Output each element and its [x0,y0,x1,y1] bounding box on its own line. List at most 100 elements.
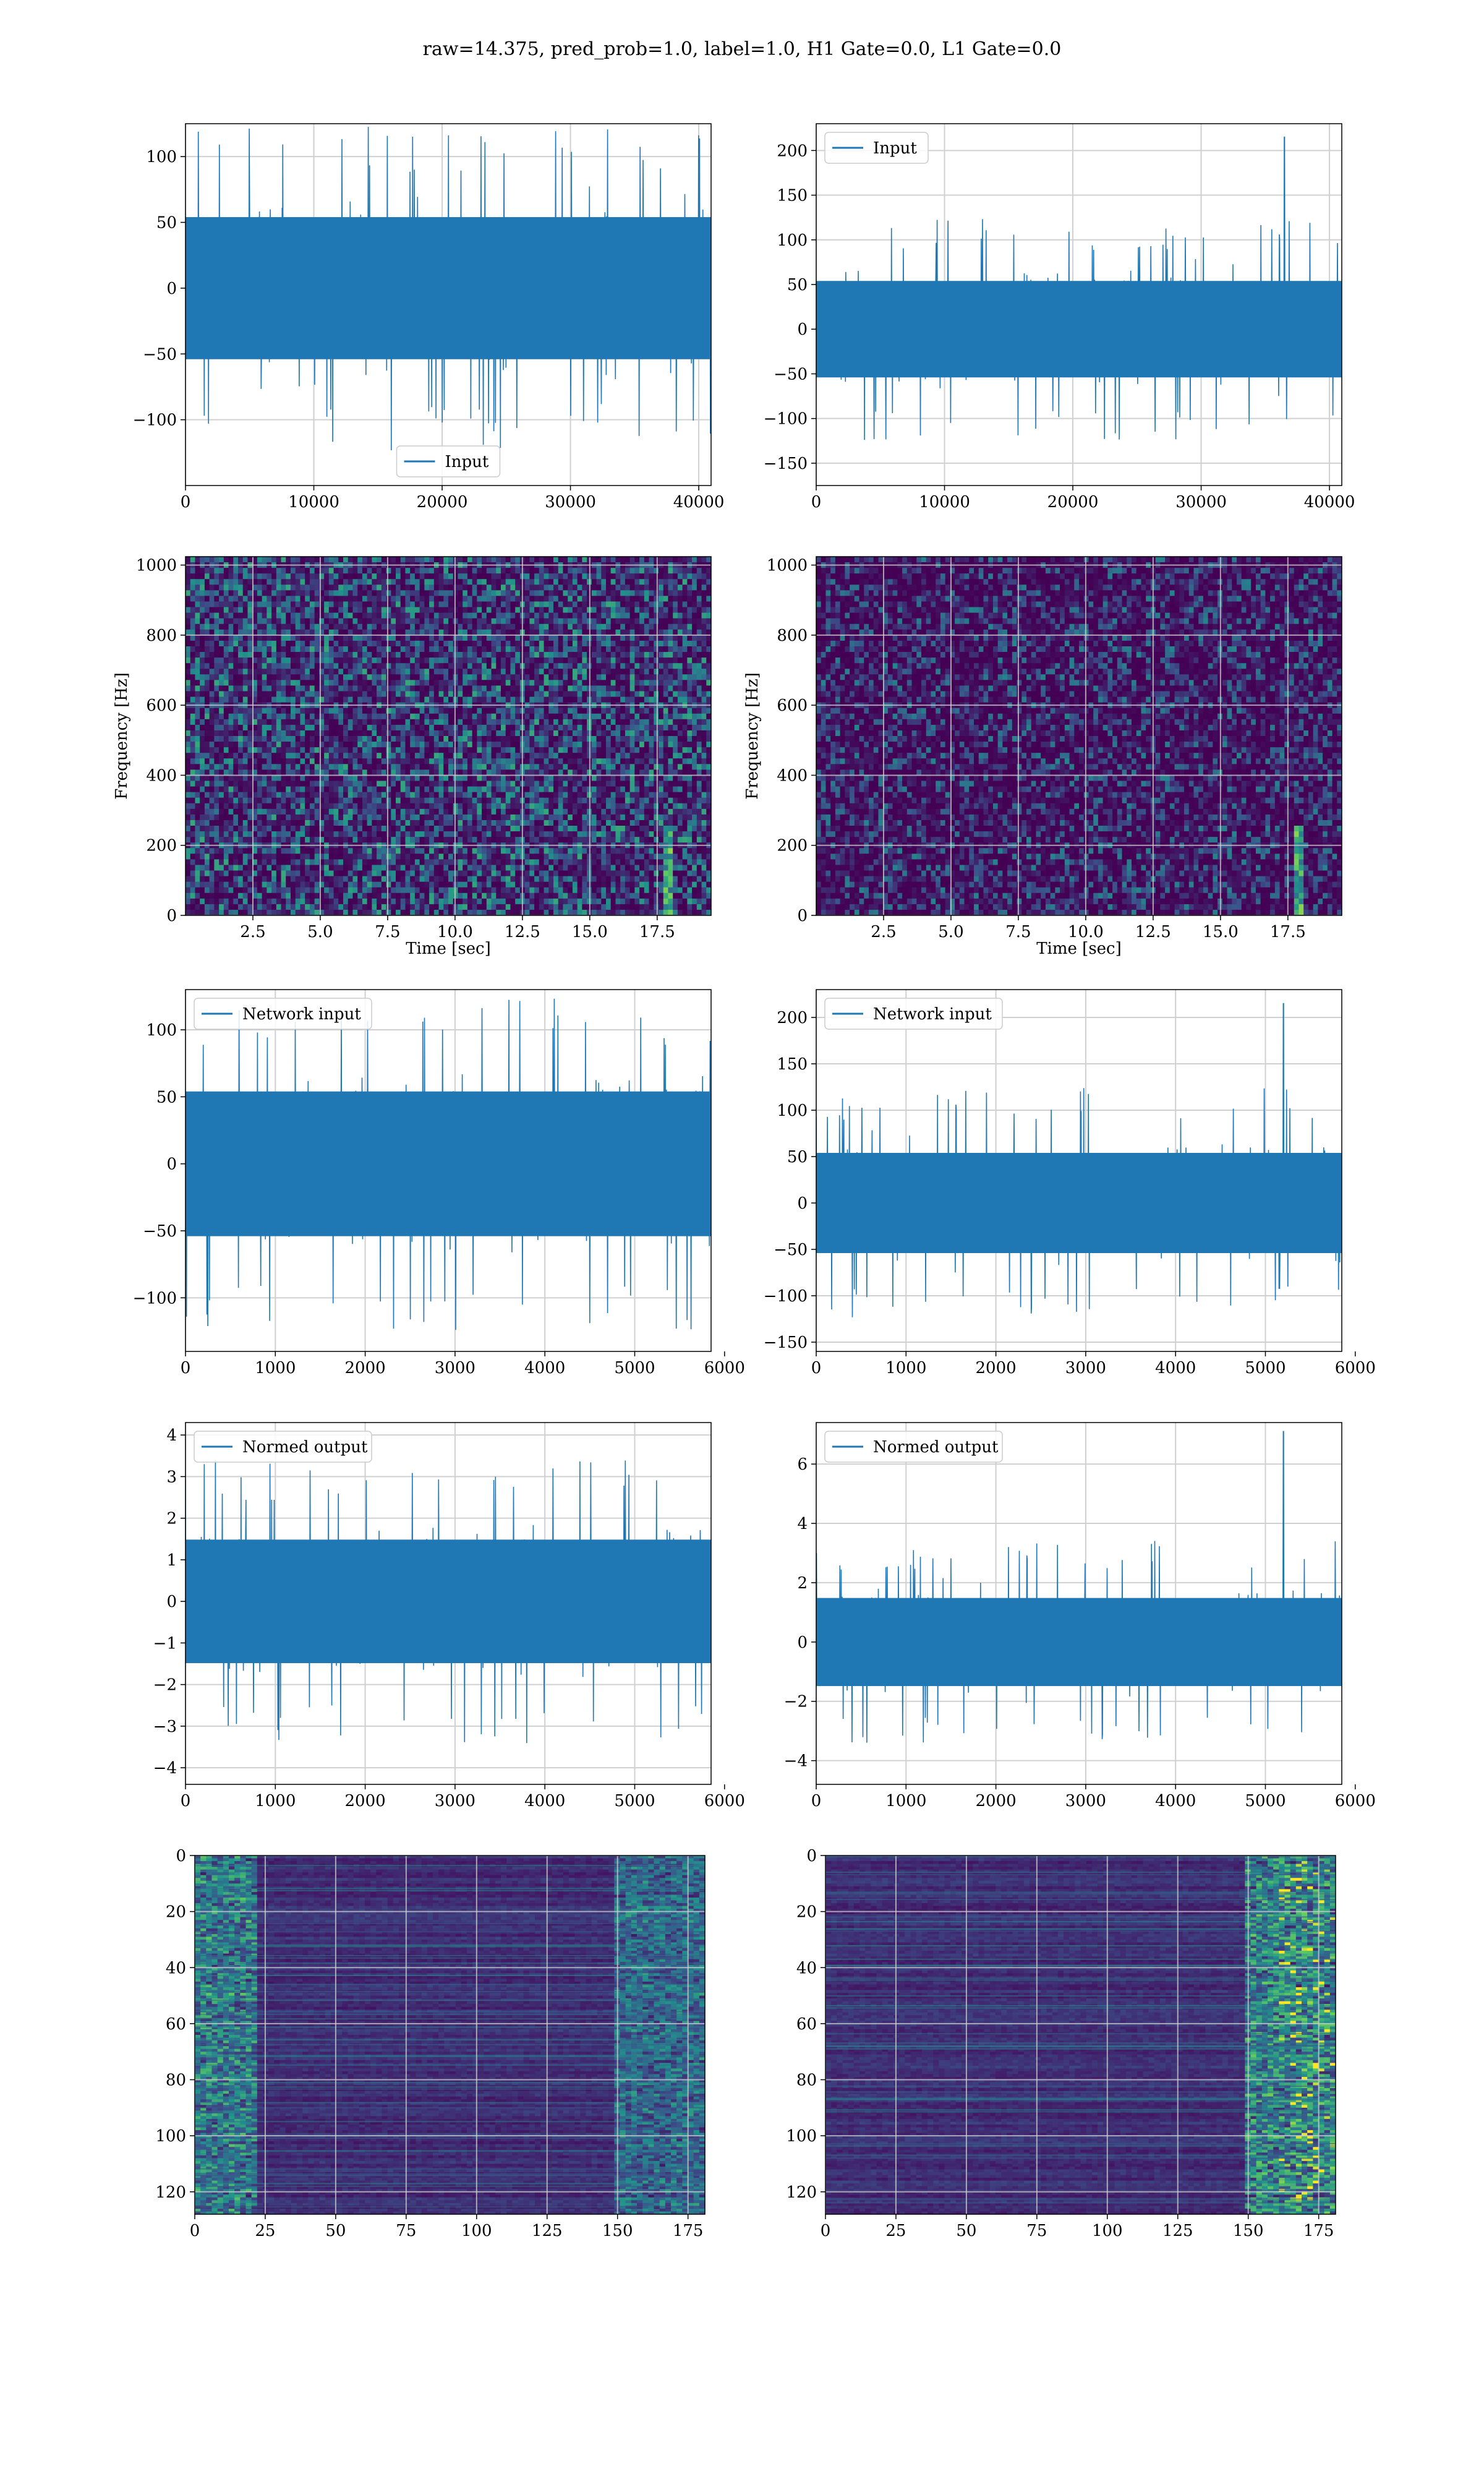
h1-normed-output-ytick-label: −4 [153,1759,177,1778]
h1-normed-output-ytick-label: 1 [166,1551,177,1570]
h1-network-input-xtick-label: 6000 [704,1359,745,1377]
h1-spectrogram-grid [186,557,711,916]
h1-normed-output-xtick-label: 6000 [704,1792,745,1810]
h1-feature-map-ytick-label: 40 [166,1959,186,1977]
l1-feature-map-ytick-label: 100 [786,2127,817,2146]
l1-normed-output-xtick-label: 4000 [1155,1792,1196,1810]
l1-spectrogram-xtick-label: 5.0 [938,923,963,941]
h1-normed-output-legend-label: Normed output [242,1438,368,1457]
l1-input-ytick-label: 0 [797,320,808,339]
l1-spectrogram-xtick-label: 15.0 [1203,923,1239,941]
l1-input-series-band [816,281,1342,378]
h1-normed-output-xtick-label: 0 [181,1792,191,1810]
l1-input-ytick-label: 150 [777,187,808,205]
h1-input-legend-label: Input [445,453,489,471]
l1-spectrogram-xtick-label: 17.5 [1270,923,1306,941]
l1-input-axes: 0 10000 20000 30000 40000 −150 −100 −50 0 50 100 15… [764,123,1355,511]
h1-normed-output-ytick-label: −3 [153,1718,177,1736]
l1-network-input-ytick-label: −100 [764,1287,808,1306]
h1-spectrogram-axes: 2.5 5.0 7.5 10.0 12.5 15.0 17.5 0 200 400 600 800 10… [113,556,712,958]
h1-spectrogram-frame [185,556,712,916]
l1-spectrogram-xlabel: Time [sec] [1036,940,1122,958]
l1-input-legend-label: Input [873,139,917,158]
l1-feature-map-xtick-label: 175 [1303,2222,1334,2240]
h1-feature-map-ytick-label: 60 [166,2015,186,2034]
l1-network-input-xtick-label: 5000 [1245,1359,1286,1377]
l1-spectrogram-xtick-label: 10.0 [1068,923,1104,941]
l1-normed-output-ytick-label: 6 [797,1455,808,1474]
l1-input-ytick-label: 200 [777,142,808,160]
h1-normed-output-ytick-label: 4 [166,1426,177,1445]
h1-input-xtick-label: 40000 [673,493,725,511]
h1-feature-map-frame [194,1855,706,2215]
h1-network-input-series-band [186,1091,711,1236]
h1-spectrogram-xtick-label: 2.5 [240,923,265,941]
l1-normed-output-xtick-label: 1000 [885,1792,926,1810]
l1-input-frame [816,123,1342,486]
l1-normed-output-ytick-label: 2 [797,1574,808,1593]
h1-network-input-ytick-label: 100 [146,1021,177,1040]
l1-normed-output-legend: Normed output [824,1431,1003,1463]
h1-input-xtick-label: 30000 [545,493,596,511]
l1-spectrogram-ytick-label: 200 [777,837,808,855]
h1-spectrogram-ytick-label: 400 [146,766,177,785]
l1-input-xtick-label: 20000 [1047,493,1099,511]
l1-normed-output-xtick-label: 0 [811,1792,822,1810]
l1-input-xtick-label: 30000 [1175,493,1227,511]
l1-spectrogram-image [816,557,1342,915]
l1-normed-output-legend-label: Normed output [873,1438,999,1457]
l1-spectrogram-axes: 2.5 5.0 7.5 10.0 12.5 15.0 17.5 0 200 400 600 800 10… [743,556,1342,958]
h1-spectrogram-xlabel: Time [sec] [406,940,491,958]
l1-feature-map-image [825,1856,1336,2214]
h1-network-input-xtick-label: 0 [181,1359,191,1377]
l1-network-input-series-band [816,1153,1342,1253]
l1-feature-map-xtick-label: 0 [821,2222,831,2240]
h1-feature-map-ytick-label: 20 [166,1903,186,1922]
h1-normed-output-xtick-label: 4000 [524,1792,565,1810]
l1-feature-map-xtick-label: 75 [1026,2222,1047,2240]
l1-network-input-ytick-label: 50 [787,1148,808,1166]
l1-spectrogram-ytick-label: 1000 [767,557,808,575]
h1-feature-map-ytick-label: 80 [166,2071,186,2090]
h1-feature-map-xtick-label: 100 [461,2222,492,2240]
h1-input-ytick-label: 100 [146,148,177,166]
h1-feature-map-xtick-label: 0 [190,2222,200,2240]
l1-normed-output-ytick-label: 0 [797,1633,808,1652]
l1-spectrogram-ytick-label: 400 [777,766,808,785]
h1-normed-output-ytick-label: −1 [153,1634,177,1653]
h1-input-frame [185,123,712,486]
h1-normed-output-ytick-label: −2 [153,1676,177,1695]
l1-spectrogram-xtick-label: 2.5 [871,923,896,941]
h1-network-input-ytick-label: 0 [166,1155,177,1174]
h1-input-axes: 0 10000 20000 30000 40000 −100 −50 0 50 100 Input [133,123,725,511]
h1-normed-output-ytick-label: 2 [166,1510,177,1528]
h1-input-xtick-label: 0 [181,493,191,511]
l1-normed-output-xtick-label: 3000 [1065,1792,1106,1810]
l1-normed-output-xtick-label: 5000 [1245,1792,1286,1810]
h1-feature-map-xtick-label: 125 [532,2222,563,2240]
h1-normed-output-frame [185,1422,712,1785]
l1-network-input-ytick-label: 100 [777,1102,808,1120]
l1-normed-output-ytick-label: −2 [784,1693,808,1711]
l1-spectrogram-ytick-label: 600 [777,696,808,715]
h1-normed-output-legend: Normed output [194,1431,372,1463]
l1-feature-map-frame [825,1855,1336,2215]
l1-input-ytick-label: −50 [774,365,808,383]
h1-network-input-xtick-label: 2000 [345,1359,386,1377]
l1-spectrogram-frame [816,556,1342,916]
l1-input-ytick-label: 50 [787,276,808,294]
l1-feature-map-axes: 0 25 50 75 100 125 150 175 0 20 40 60 80 100 120 [786,1847,1336,2240]
l1-feature-map-xtick-label: 25 [885,2222,906,2240]
l1-network-input-xtick-label: 0 [811,1359,822,1377]
l1-normed-output-frame [816,1422,1342,1785]
h1-spectrogram-xtick-label: 10.0 [437,923,473,941]
h1-input-legend: Input [396,445,501,477]
h1-input-ytick-label: −50 [143,345,177,364]
h1-spectrogram-ytick-label: 600 [146,696,177,715]
l1-input-ytick-label: −150 [764,455,808,473]
h1-spectrogram-ytick-label: 1000 [136,557,177,575]
l1-feature-map-ytick-label: 120 [786,2183,817,2202]
l1-normed-output-xtick-label: 6000 [1335,1792,1376,1810]
l1-network-input-legend: Network input [824,998,1003,1030]
h1-feature-map-axes: 0 25 50 75 100 125 150 175 0 20 40 60 80 100 120 [155,1847,706,2240]
